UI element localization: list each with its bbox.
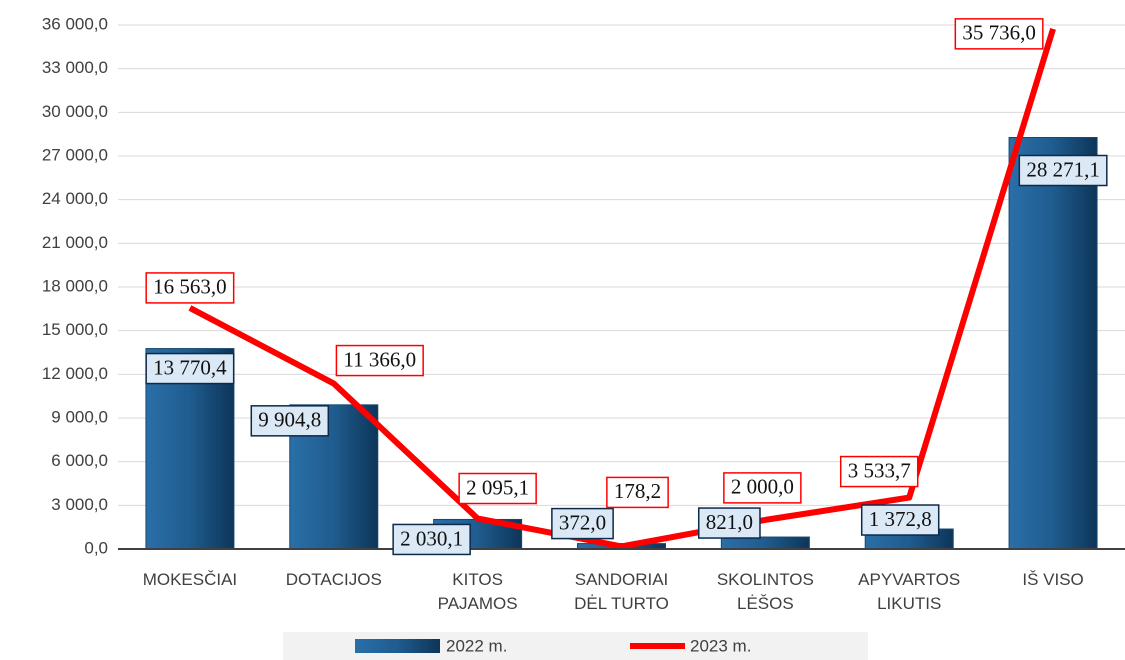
y-tick-label: 15 000,0 bbox=[42, 320, 108, 339]
label-box bbox=[860, 504, 940, 536]
y-tick-label: 33 000,0 bbox=[42, 58, 108, 77]
data-label: 2 095,1 bbox=[458, 472, 537, 505]
data-label: 178,2 bbox=[606, 476, 669, 509]
data-label: 35 736,0 bbox=[954, 18, 1044, 50]
x-tick-label: DOTACIJOS bbox=[285, 570, 382, 589]
y-tick-label: 18 000,0 bbox=[42, 276, 108, 295]
y-tick-label: 36 000,0 bbox=[42, 14, 108, 33]
data-label: 821,0 bbox=[697, 507, 761, 539]
x-tick-label: KITOS PAJAMOS bbox=[437, 570, 518, 613]
legend-swatch bbox=[355, 639, 440, 653]
x-tick-label: APYVARTOS LIKUTIS bbox=[858, 570, 961, 613]
data-label-text: 16 563,0 bbox=[153, 275, 227, 299]
line bbox=[188, 27, 1056, 550]
data-label-text: 2 030,1 bbox=[400, 526, 463, 550]
data-label-text: 2 095,1 bbox=[466, 475, 529, 499]
data-label: 9 904,8 bbox=[250, 405, 330, 437]
label-box bbox=[839, 455, 919, 488]
label-box bbox=[606, 476, 669, 509]
data-label-text: 372,0 bbox=[559, 510, 606, 534]
legend-label: 2023 m. bbox=[690, 636, 751, 655]
label-box bbox=[954, 18, 1044, 50]
label-box bbox=[458, 472, 537, 505]
data-label: 16 563,0 bbox=[145, 272, 235, 304]
x-tick-label: SKOLINTOS LĖŠOS bbox=[716, 570, 814, 613]
data-label: 2 000,0 bbox=[723, 472, 802, 504]
data-label-text: 9 904,8 bbox=[258, 408, 321, 432]
label-box bbox=[392, 523, 471, 556]
y-tick-label: 6 000,0 bbox=[51, 451, 108, 470]
label-box bbox=[335, 344, 424, 377]
label-box bbox=[1018, 154, 1108, 187]
label-box bbox=[723, 472, 802, 504]
data-label: 28 271,1 bbox=[1018, 154, 1108, 187]
data-label-text: 2 000,0 bbox=[731, 475, 794, 499]
label-box bbox=[145, 272, 235, 304]
label-box bbox=[697, 507, 761, 539]
y-tick-label: 9 000,0 bbox=[51, 407, 108, 426]
data-label-text: 11 366,0 bbox=[343, 347, 416, 371]
data-label: 3 533,7 bbox=[839, 455, 919, 488]
y-tick-label: 0,0 bbox=[84, 538, 108, 557]
data-label: 2 030,1 bbox=[392, 523, 471, 556]
data-label: 11 366,0 bbox=[335, 344, 424, 377]
data-label-text: 178,2 bbox=[614, 479, 661, 503]
y-tick-label: 12 000,0 bbox=[42, 364, 108, 383]
data-label-text: 3 533,7 bbox=[848, 458, 911, 482]
label-box bbox=[551, 507, 614, 540]
data-label: 372,0 bbox=[551, 507, 614, 540]
x-tick-label: SANDORIAI DĖL TURTO bbox=[574, 570, 669, 613]
data-label: 1 372,8 bbox=[860, 504, 940, 536]
data-label-text: 1 372,8 bbox=[869, 507, 932, 531]
label-box bbox=[145, 352, 235, 385]
y-tick-label: 30 000,0 bbox=[42, 102, 108, 121]
data-label-text: 35 736,0 bbox=[962, 21, 1036, 45]
legend-label: 2022 m. bbox=[446, 636, 507, 655]
bar bbox=[720, 536, 810, 550]
x-tick-label: IŠ VISO bbox=[1022, 570, 1084, 589]
label-box bbox=[250, 405, 330, 437]
data-label-text: 13 770,4 bbox=[153, 355, 227, 379]
bar bbox=[1008, 136, 1098, 550]
y-tick-label: 21 000,0 bbox=[42, 233, 108, 252]
y-tick-label: 3 000,0 bbox=[51, 495, 108, 514]
x-tick-label: MOKESČIAI bbox=[142, 570, 238, 589]
data-label-text: 28 271,1 bbox=[1026, 157, 1100, 181]
y-tick-label: 24 000,0 bbox=[42, 189, 108, 208]
data-label: 13 770,4 bbox=[145, 352, 235, 385]
y-tick-label: 27 000,0 bbox=[42, 145, 108, 164]
data-label-text: 821,0 bbox=[706, 510, 753, 534]
